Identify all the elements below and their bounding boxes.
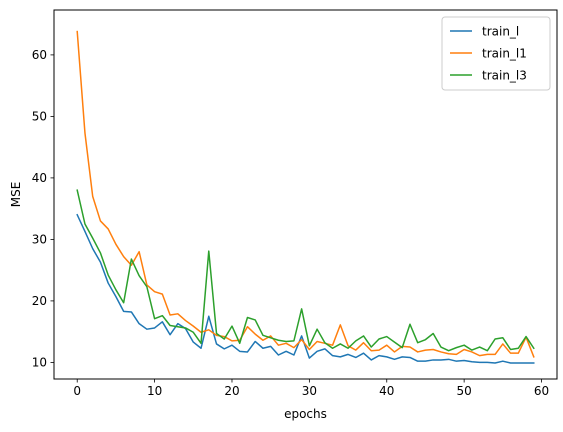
x-tick-label: 50 [456,384,471,398]
legend-label: train_l3 [482,68,527,82]
x-tick-label: 30 [302,384,317,398]
x-axis-label: epochs [284,407,327,421]
x-tick-label: 40 [379,384,394,398]
y-tick-label: 60 [32,48,47,62]
y-axis-label: MSE [9,182,23,208]
x-axis-ticks: 0 10 20 30 40 50 60 [73,379,549,398]
x-tick-label: 0 [73,384,81,398]
y-tick-label: 30 [32,233,47,247]
legend: train_l train_l1 train_l3 [441,16,551,91]
y-axis-ticks: 10 20 30 40 50 60 [32,48,54,370]
x-tick-label: 20 [224,384,239,398]
series-line-train_l [76,213,535,364]
plot-frame [53,9,558,380]
x-tick-label: 10 [147,384,162,398]
legend-label: train_l1 [482,46,527,60]
y-tick-label: 10 [32,356,47,370]
legend-label: train_l [482,24,519,38]
x-tick-label: 60 [534,384,549,398]
y-tick-label: 20 [32,294,47,308]
y-tick-label: 50 [32,110,47,124]
series-line-train_l1 [76,30,535,358]
plot-lines [76,30,535,364]
y-tick-label: 40 [32,171,47,185]
legend-box [441,16,551,91]
series-line-train_l3 [76,189,535,352]
